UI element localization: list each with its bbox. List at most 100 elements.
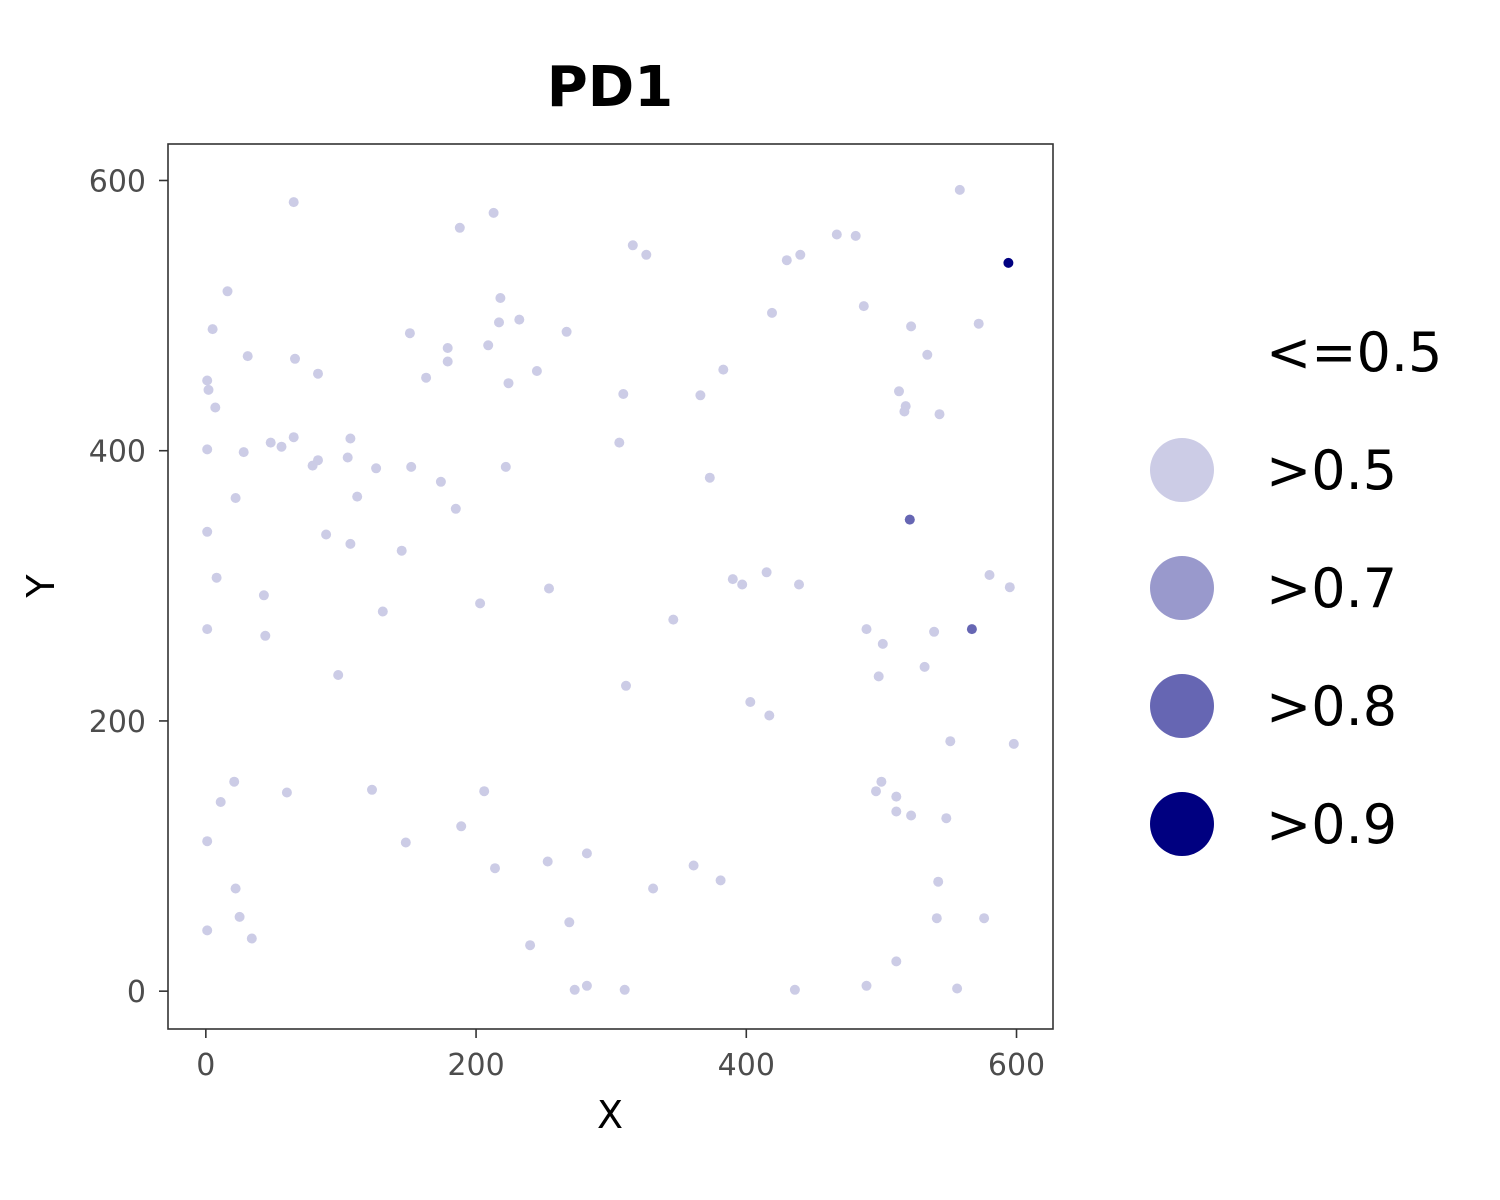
data-point-s0-106 (688, 860, 699, 871)
data-point-s0-7 (850, 230, 861, 241)
legend-label-0: <=0.5 (1266, 321, 1442, 384)
data-point-s0-82 (873, 671, 884, 682)
data-point-s0-41 (288, 432, 299, 443)
data-point-s0-43 (614, 437, 625, 448)
data-point-s0-117 (564, 917, 575, 928)
data-point-s0-96 (215, 797, 226, 807)
data-point-s0-55 (435, 476, 446, 487)
data-point-s0-76 (202, 624, 213, 635)
data-point-s0-14 (767, 307, 777, 318)
data-point-s0-78 (861, 624, 872, 635)
data-point-s0-12 (514, 314, 525, 325)
x-tick-label-3: 600 (988, 1048, 1045, 1083)
data-point-s0-64 (211, 572, 222, 583)
data-point-s0-105 (490, 863, 500, 874)
legend-label-2: >0.7 (1266, 557, 1397, 620)
data-point-s0-13 (494, 317, 504, 328)
data-point-s0-102 (456, 821, 467, 832)
data-point-s0-18 (207, 324, 218, 335)
data-point-s0-109 (230, 883, 241, 894)
data-point-s0-24 (290, 353, 300, 364)
data-point-s0-84 (621, 680, 631, 691)
data-point-s0-19 (404, 328, 415, 339)
data-point-s0-119 (581, 980, 592, 991)
data-point-s0-5 (954, 184, 965, 195)
legend: <=0.5 >0.5 >0.7 >0.8 >0.9 (1150, 321, 1442, 856)
data-point-s0-37 (894, 386, 904, 397)
data-point-s0-3 (627, 240, 638, 251)
data-point-s0-114 (202, 925, 213, 936)
data-point-s0-107 (715, 875, 726, 886)
data-point-s0-39 (899, 406, 910, 417)
data-point-s0-74 (377, 606, 388, 617)
data-point-s0-27 (718, 364, 729, 375)
data-point-s0-25 (442, 356, 453, 367)
data-point-s0-98 (906, 810, 917, 821)
legend-label-4: >0.9 (1266, 793, 1397, 856)
data-point-s0-44 (265, 437, 276, 448)
y-tick-label-1: 200 (89, 705, 146, 740)
data-point-s2-1 (966, 624, 977, 635)
data-point-s0-1 (488, 207, 499, 218)
data-point-s0-52 (406, 461, 417, 472)
data-point-s0-91 (281, 787, 292, 798)
data-point-s0-59 (321, 529, 332, 540)
y-tick-label-2: 400 (89, 435, 146, 470)
data-point-s0-77 (260, 630, 271, 641)
data-point-s0-9 (781, 255, 792, 266)
data-point-s0-2 (454, 222, 465, 233)
data-point-s0-60 (202, 526, 213, 537)
data-point-s0-62 (396, 545, 407, 556)
data-point-s0-99 (941, 813, 952, 824)
data-point-s0-35 (618, 389, 629, 399)
data-point-s0-80 (877, 638, 888, 649)
data-point-s0-101 (400, 837, 411, 848)
data-point-s0-40 (934, 409, 945, 420)
data-point-s0-108 (933, 876, 944, 887)
data-point-s0-83 (919, 661, 930, 672)
data-point-s0-112 (931, 913, 942, 924)
data-point-s0-8 (795, 249, 806, 260)
data-point-s0-95 (891, 791, 902, 802)
data-point-s0-56 (230, 493, 241, 503)
data-point-s3-0 (1003, 257, 1014, 268)
data-point-s2-0 (904, 514, 915, 525)
data-point-s0-51 (371, 463, 382, 474)
data-point-s0-33 (203, 384, 214, 395)
data-point-s0-81 (333, 670, 344, 680)
data-point-s0-23 (242, 351, 253, 362)
data-point-s0-94 (871, 786, 881, 797)
x-axis-title: X (597, 1093, 623, 1137)
data-point-s0-69 (544, 583, 554, 594)
data-point-s0-71 (1004, 582, 1015, 593)
data-point-s0-31 (202, 375, 213, 386)
data-point-s0-90 (876, 776, 887, 787)
data-point-s0-122 (861, 980, 872, 991)
data-point-s0-85 (745, 697, 756, 707)
data-point-s0-42 (345, 433, 356, 444)
data-point-s0-10 (222, 286, 233, 297)
data-point-s0-17 (973, 318, 984, 329)
data-point-s0-46 (202, 444, 213, 455)
x-tick-label-2: 400 (718, 1048, 775, 1083)
data-point-s0-121 (789, 984, 800, 995)
data-point-s0-113 (979, 913, 990, 924)
data-point-s0-68 (794, 579, 804, 590)
data-point-s0-32 (503, 378, 514, 389)
data-point-s0-36 (695, 390, 706, 401)
data-point-s0-49 (342, 452, 353, 463)
data-point-s0-0 (288, 197, 299, 208)
data-point-s0-73 (475, 598, 486, 609)
data-point-s0-70 (984, 570, 995, 580)
data-point-s0-79 (929, 626, 940, 637)
data-point-s0-100 (202, 836, 213, 847)
y-axis: 0 200 400 600 (89, 164, 168, 1010)
y-tick-label-0: 0 (127, 975, 146, 1010)
data-point-s0-120 (619, 984, 630, 995)
x-tick-label-0: 0 (196, 1048, 215, 1083)
data-point-s0-16 (906, 321, 917, 332)
legend-label-3: >0.8 (1266, 675, 1397, 738)
legend-label-1: >0.5 (1266, 439, 1397, 502)
data-point-s0-110 (648, 883, 659, 894)
data-point-s0-88 (1008, 738, 1019, 749)
